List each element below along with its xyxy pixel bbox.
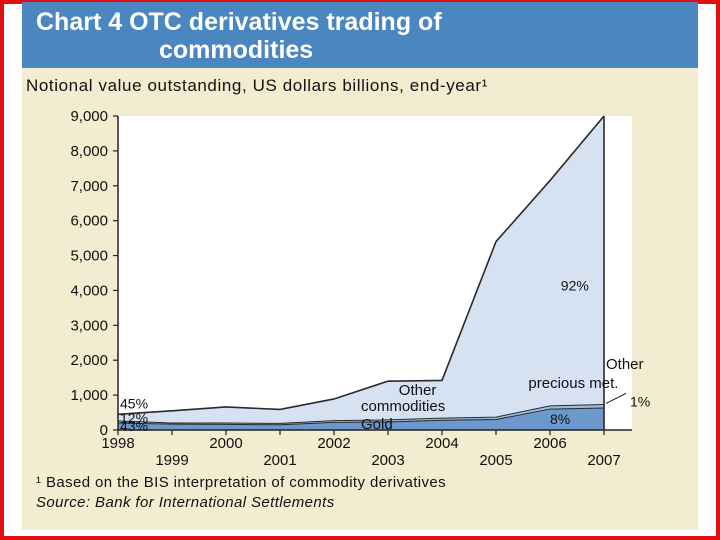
source-note: Source: Bank for International Settlemen… (36, 494, 335, 511)
x-tick-label: 2007 (587, 452, 620, 469)
x-tick-label: 2004 (425, 435, 458, 452)
annotation-2007-gold-share: 8% (550, 411, 570, 427)
label-gold: Gold (361, 416, 393, 433)
label-other-commodities: Other (399, 382, 437, 399)
area-other-commodities (118, 116, 604, 424)
annotation-2007-other-share: 92% (561, 277, 589, 293)
chart-panel: Chart 4 OTC derivatives trading of commo… (22, 2, 698, 530)
label-other-precious-metals: Other (606, 356, 644, 373)
y-tick-label: 5,000 (70, 248, 108, 265)
line-other-precious-metals (117, 404, 605, 424)
chart-title-line2: commodities (159, 36, 314, 64)
x-tick-label: 2001 (263, 452, 296, 469)
leader-line (605, 392, 627, 404)
label-other-commodities-line2: commodities (361, 398, 445, 415)
footnote: ¹ Based on the BIS interpretation of com… (36, 474, 447, 491)
label-other-precious-metals-line2: precious met. (528, 375, 618, 392)
x-tick-label: 2002 (317, 435, 350, 452)
annotation-2007-precious-share: 1% (630, 394, 650, 410)
chart-title-line1: Chart 4 OTC derivatives trading of (36, 8, 442, 36)
title-band: Chart 4 OTC derivatives trading of commo… (22, 2, 698, 68)
y-tick-label: 1,000 (70, 387, 108, 404)
annotation-1998-precious-share: 12% (120, 410, 148, 426)
y-tick-label: 4,000 (70, 282, 108, 299)
x-tick-label: 2003 (371, 452, 404, 469)
y-tick-label: 8,000 (70, 143, 108, 160)
y-tick-label: 0 (100, 422, 108, 439)
line-other-commodities (117, 115, 605, 416)
x-tick-label: 2000 (209, 435, 242, 452)
annotation-1998-gold-share: 43% (120, 418, 148, 434)
chart-subtitle: Notional value outstanding, US dollars b… (26, 76, 488, 95)
x-tick-label: 2006 (533, 435, 566, 452)
y-tick-label: 3,000 (70, 317, 108, 334)
y-tick-label: 9,000 (70, 108, 108, 125)
y-tick-label: 7,000 (70, 178, 108, 195)
y-tick-label: 2,000 (70, 352, 108, 369)
area-chart: 0 1,000 2,000 3,000 4,000 5,000 6,000 7,000 8,00… (70, 108, 650, 469)
y-tick-label: 6,000 (70, 213, 108, 230)
annotation-1998-other-share: 45% (120, 395, 148, 411)
x-tick-label: 1999 (155, 452, 188, 469)
line-gold (117, 407, 605, 426)
x-tick-label: 2005 (479, 452, 512, 469)
x-tick-label: 1998 (101, 435, 134, 452)
